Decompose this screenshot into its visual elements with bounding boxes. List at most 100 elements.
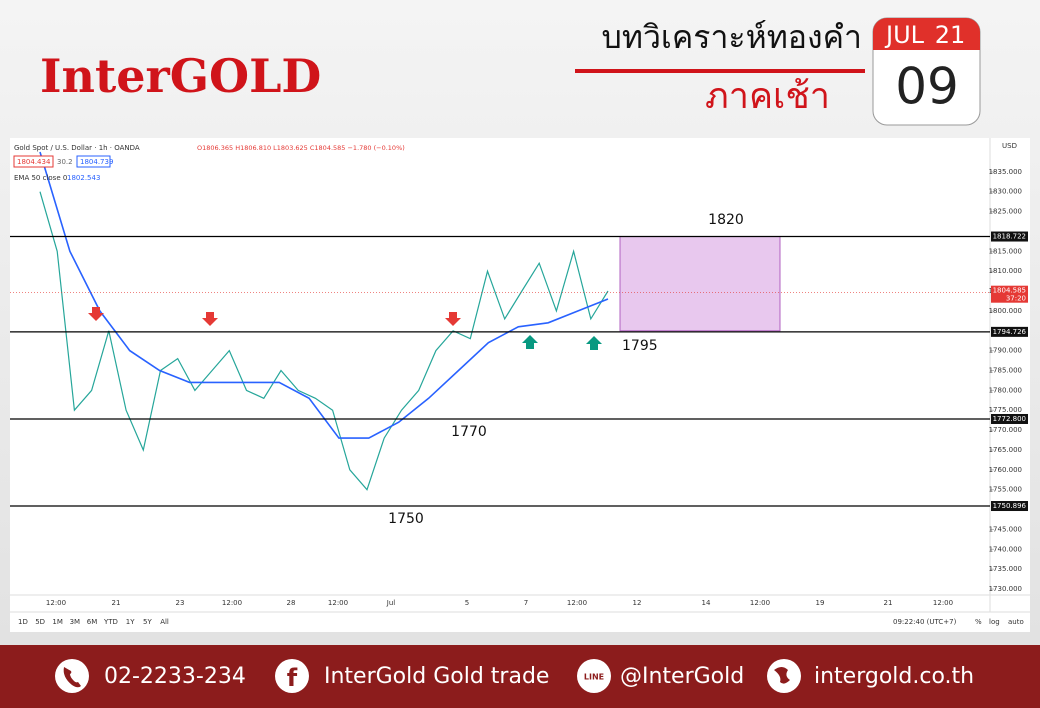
series-line (39, 191, 609, 491)
y-tick-label: 1810.000 (989, 267, 1022, 275)
countdown: 37:20 (1006, 295, 1026, 303)
annotation: 1770 (451, 424, 487, 440)
bid: 1804.434 (17, 158, 51, 166)
timeframe-button[interactable]: 1D (18, 618, 28, 626)
calendar-top (873, 18, 980, 50)
y-tick-label: 1800.000 (989, 307, 1022, 315)
facebook: InterGold Gold trade (324, 664, 549, 689)
x-tick-label: 12:00 (328, 599, 348, 607)
x-tick-label: 12:00 (933, 599, 953, 607)
y-tick-label: 1830.000 (989, 188, 1022, 196)
down-arrow (202, 312, 218, 326)
scale-option[interactable]: auto (1008, 618, 1024, 626)
x-tick-label: 19 (816, 599, 825, 607)
footer (0, 645, 1040, 708)
brand: InterGOLD (40, 49, 321, 103)
phone: 02-2233-234 (104, 664, 246, 689)
x-tick-label: 28 (287, 599, 296, 607)
timeframe-button[interactable]: 1Y (126, 618, 135, 626)
x-tick-label: Jul (386, 599, 396, 607)
x-tick-label: 12:00 (567, 599, 587, 607)
y-tick-label: 1740.000 (989, 545, 1022, 553)
annotation: 1820 (708, 212, 744, 228)
up-arrow (522, 335, 538, 349)
x-tick-label: 14 (702, 599, 711, 607)
globe-glyph (774, 667, 790, 684)
timeframe-button[interactable]: 1M (52, 618, 63, 626)
timeframe-button[interactable]: 5Y (143, 618, 152, 626)
x-tick-label: 12:00 (750, 599, 770, 607)
phone-glyph (63, 667, 81, 688)
ohlc: O1806.365 H1806.810 L1803.625 C1804.585 … (197, 144, 405, 152)
toolbar: 1D 5D 1M 3M 6M YTD 1Y 5Y All% log auto (18, 618, 1024, 626)
ask: 1804.739 (80, 158, 113, 166)
x-tick-label: 12 (633, 599, 642, 607)
y-tick-label: 1755.000 (989, 486, 1022, 494)
scale-option[interactable]: log (989, 618, 1000, 626)
indicator-value: 1802.543 (67, 174, 100, 182)
phone-icon (55, 659, 89, 693)
bid-box (13, 155, 54, 168)
y-tick-label: 1765.000 (989, 446, 1022, 454)
timeframe-button[interactable]: 6M (87, 618, 98, 626)
scale-option[interactable]: % (975, 618, 982, 626)
x-tick-label: 21 (112, 599, 121, 607)
calendar-day: 09 (895, 58, 959, 116)
y-tick-label: 1825.000 (989, 208, 1022, 216)
timeframe-button[interactable]: All (160, 618, 169, 626)
x-tick-label: 12:00 (46, 599, 66, 607)
y-tick-label: 1835.000 (989, 168, 1022, 176)
x-tick-label: 5 (465, 599, 469, 607)
down-arrow (88, 307, 104, 321)
signal-arrows (88, 307, 602, 350)
title: บทวิเคราะห์ทองคำ (602, 18, 862, 56)
y-tick-label: 1760.000 (989, 466, 1022, 474)
y-tick-label: 1745.000 (989, 525, 1022, 533)
website: intergold.co.th (814, 664, 974, 689)
level-box (991, 231, 1028, 242)
series-line (39, 151, 609, 439)
currency: USD (1002, 142, 1017, 150)
x-tick-label: 12:00 (222, 599, 242, 607)
clock: 09:22:40 (UTC+7) (893, 618, 957, 626)
target-zone (619, 236, 781, 332)
y-tick-label: 1815.000 (989, 247, 1022, 255)
line-id: @InterGold (620, 664, 744, 689)
footer-icons: f LINE (55, 659, 801, 693)
y-tick-label: 1780.000 (989, 386, 1022, 394)
y-tick-label: 1790.000 (989, 347, 1022, 355)
annotation: 1795 (622, 338, 658, 354)
line-glyph: LINE (584, 673, 604, 682)
timeframe-button[interactable]: 3M (70, 618, 81, 626)
y-tick-label: 1735.000 (989, 565, 1022, 573)
title-underline (575, 69, 865, 73)
annotation: 1750 (388, 511, 424, 527)
calendar-year: 21 (935, 21, 966, 49)
calendar: JUL 21 09 (872, 17, 981, 126)
timeframe-button[interactable]: YTD (103, 618, 118, 626)
symbol: Gold Spot / U.S. Dollar · 1h · OANDA (14, 144, 140, 152)
ask-box (76, 155, 111, 168)
current-price-box (991, 285, 1028, 303)
x-tick-label: 7 (524, 599, 528, 607)
level-label: 1794.726 (993, 328, 1027, 336)
facebook-icon (275, 659, 309, 693)
calendar-month: JUL (884, 21, 925, 49)
level-box (991, 501, 1028, 512)
down-arrow (445, 312, 461, 326)
level-box (991, 326, 1028, 337)
y-tick-label: 1730.000 (989, 585, 1022, 593)
level-label: 1818.722 (993, 233, 1026, 241)
x-tick-label: 21 (884, 599, 893, 607)
indicator: EMA 50 close 0 (14, 174, 67, 182)
level-label: 1750.896 (993, 502, 1027, 510)
chart-panel (10, 138, 1030, 632)
x-tick-label: 23 (176, 599, 185, 607)
level-label: 1772.800 (993, 415, 1026, 423)
line-icon (577, 659, 611, 693)
current-price-label: 1804.585 (993, 287, 1026, 295)
spread: 30.2 (57, 158, 73, 166)
subtitle: ภาคเช้า (705, 76, 830, 117)
timeframe-button[interactable]: 5D (35, 618, 45, 626)
